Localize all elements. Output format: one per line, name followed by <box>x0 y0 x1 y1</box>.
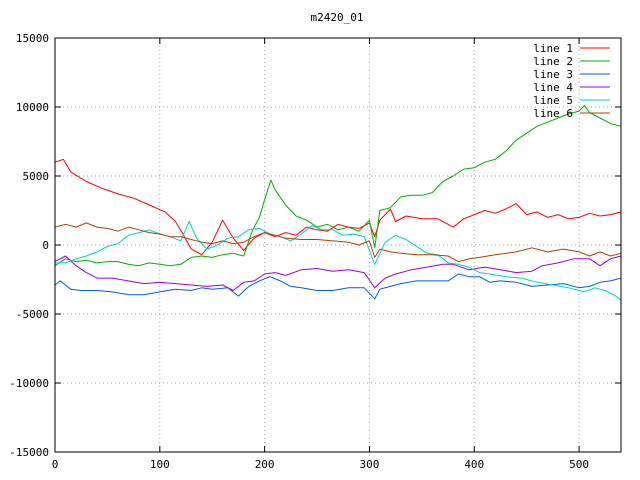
x-tick-label: 200 <box>255 458 275 471</box>
series-lines <box>54 105 622 301</box>
x-tick-label: 100 <box>150 458 170 471</box>
y-tick-label: -10000 <box>9 377 49 390</box>
axis-ticks: 0 100 200 300 400 500 -15000 -10000 -5000 0 5000 10… <box>9 32 621 471</box>
y-tick-label: -15000 <box>9 446 49 459</box>
grid <box>55 38 621 452</box>
y-tick-label: 0 <box>42 239 49 252</box>
x-tick-label: 500 <box>569 458 589 471</box>
legend-label-5: line 5 <box>533 94 573 107</box>
legend-label-1: line 1 <box>533 42 573 55</box>
plot-frame <box>54 37 622 453</box>
legend-label-4: line 4 <box>533 81 573 94</box>
x-tick-label: 300 <box>360 458 380 471</box>
series-2-line <box>54 105 622 267</box>
series-3-line <box>54 273 622 300</box>
chart-title: m2420_01 <box>311 11 364 24</box>
legend-label-6: line 6 <box>533 107 573 120</box>
series-5-line <box>55 221 622 301</box>
y-tick-label: 15000 <box>16 32 49 45</box>
series-4-line <box>54 255 622 291</box>
x-tick-label: 400 <box>464 458 484 471</box>
y-tick-label: 10000 <box>16 101 49 114</box>
legend-label-3: line 3 <box>533 68 573 81</box>
x-tick-label: 0 <box>52 458 59 471</box>
y-tick-label: 5000 <box>23 170 50 183</box>
legend-label-2: line 2 <box>533 55 573 68</box>
series-1-line <box>54 158 622 256</box>
y-tick-label: -5000 <box>16 308 49 321</box>
series-6-line <box>54 222 622 263</box>
